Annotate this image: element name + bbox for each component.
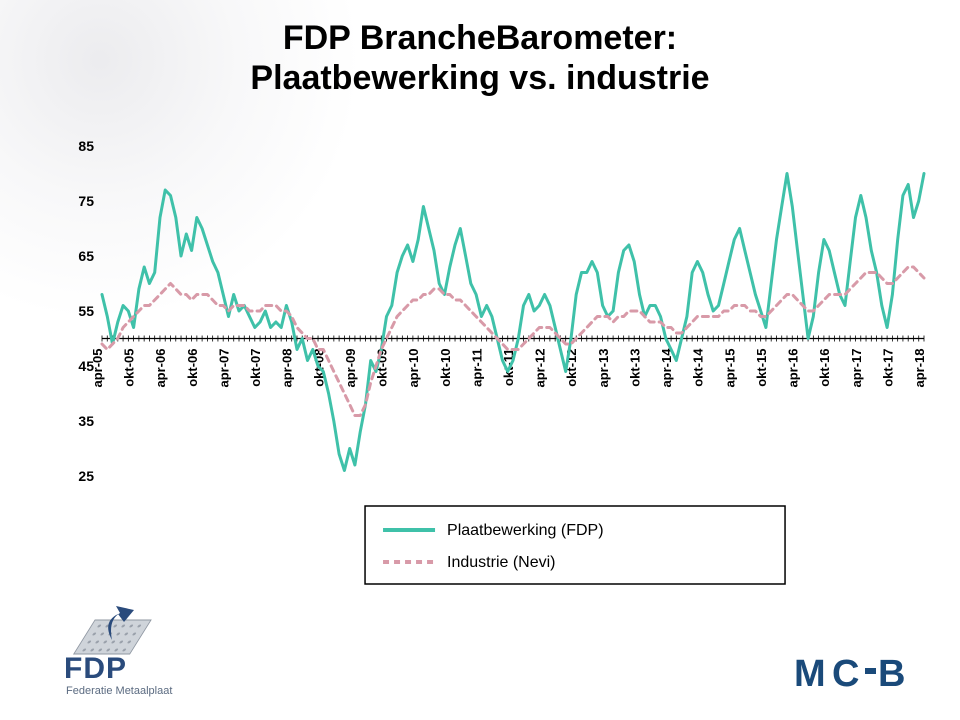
x-tick-label: apr-12 (533, 348, 548, 387)
chart-svg: 25354555657585apr-05okt-05apr-06okt-06ap… (60, 140, 930, 640)
fdp-logo-text: FDP (64, 652, 127, 685)
title-line-2: Plaatbewerking vs. industrie (250, 59, 709, 97)
x-tick-label: apr-18 (912, 349, 927, 388)
x-tick-label: apr-13 (596, 349, 611, 388)
svg-text:C: C (832, 653, 859, 695)
x-tick-label: apr-09 (343, 349, 358, 388)
fdp-logo-subtitle: Federatie Metaalplaat (66, 685, 172, 697)
svg-text:B: B (878, 653, 905, 695)
x-tick-label: okt-10 (438, 349, 453, 387)
x-tick-label: apr-15 (722, 349, 737, 388)
svg-text:65: 65 (78, 248, 94, 264)
x-tick-label: apr-11 (469, 349, 484, 387)
svg-text:55: 55 (78, 303, 94, 319)
x-tick-label: okt-16 (817, 349, 832, 387)
line-chart: 25354555657585apr-05okt-05apr-06okt-06ap… (60, 140, 930, 570)
x-tick-label: apr-05 (90, 349, 105, 388)
mcb-logo: M C B (794, 648, 924, 698)
x-tick-label: apr-06 (153, 349, 168, 388)
svg-text:85: 85 (78, 140, 94, 154)
svg-text:25: 25 (78, 468, 94, 484)
x-tick-label: apr-10 (406, 349, 421, 388)
svg-text:35: 35 (78, 413, 94, 429)
x-tick-label: apr-16 (786, 349, 801, 388)
fdp-logo: FDP Federatie Metaalplaat (62, 606, 232, 702)
x-tick-label: okt-14 (691, 348, 706, 387)
legend-label-industrie: Industrie (Nevi) (447, 554, 555, 571)
svg-text:M: M (794, 653, 826, 695)
title-line-1: FDP BrancheBarometer: (283, 19, 677, 57)
svg-text:75: 75 (78, 193, 94, 209)
series-plaatbewerking (102, 174, 924, 471)
x-tick-label: apr-08 (280, 349, 295, 388)
x-tick-label: okt-06 (185, 349, 200, 387)
x-tick-label: okt-05 (122, 349, 137, 387)
slide: FDP BrancheBarometer: Plaatbewerking vs.… (0, 0, 960, 720)
chart-title: FDP BrancheBarometer: Plaatbewerking vs.… (0, 18, 960, 98)
x-tick-label: okt-07 (248, 349, 263, 387)
x-tick-label: okt-15 (754, 349, 769, 387)
x-tick-label: okt-17 (880, 349, 895, 387)
x-tick-label: apr-07 (216, 349, 231, 388)
x-tick-label: okt-13 (627, 349, 642, 387)
x-tick-label: apr-17 (849, 349, 864, 388)
legend-label-plaatbewerking: Plaatbewerking (FDP) (447, 522, 604, 539)
